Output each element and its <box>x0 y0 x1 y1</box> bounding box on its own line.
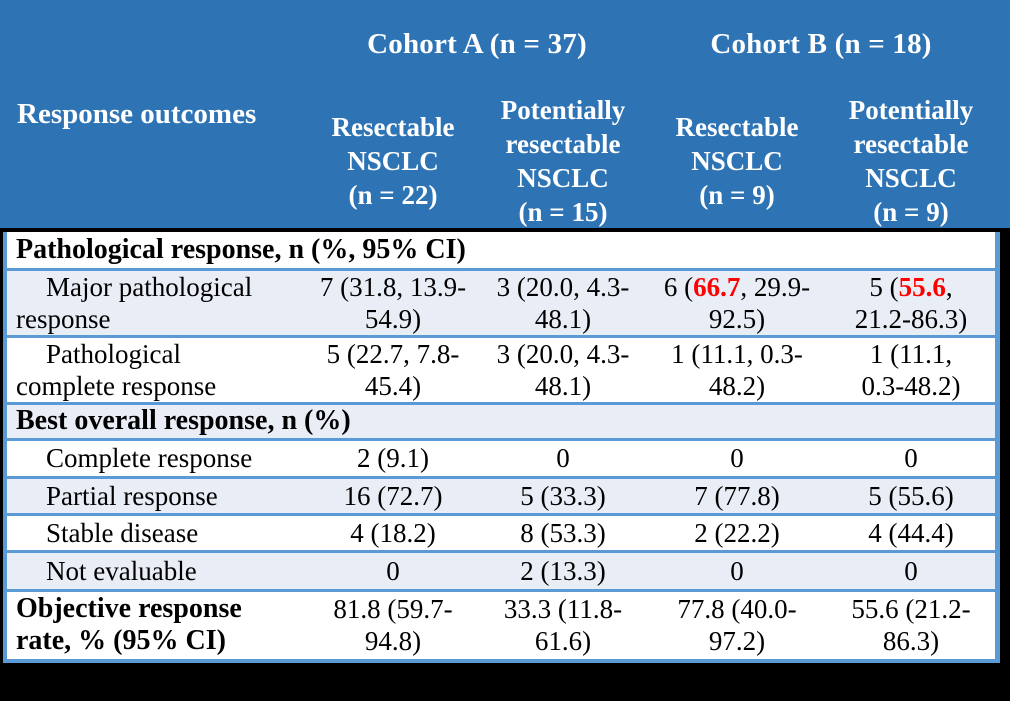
section-row-pathological-response: Pathological response, n (%, 95% CI) <box>7 232 995 271</box>
column-header-cohortB-resectable: Resectable NSCLC (n = 9) <box>675 112 799 210</box>
cell-orr-cohortA-potentially: 33.3 (11.8- 61.6) <box>503 594 623 657</box>
row-label-pcr: Pathological complete response <box>7 336 307 405</box>
cell-mpr-cohortA-potentially: 3 (20.0, 4.3- 48.1) <box>479 269 647 338</box>
table-body: Pathological response, n (%, 95% CI) Maj… <box>0 228 1000 663</box>
highlighted-value: 55.6 <box>898 271 946 302</box>
cell-text: , 29.9- 92.5) <box>708 271 811 334</box>
table-body-frame: Pathological response, n (%, 95% CI) Maj… <box>3 232 1000 663</box>
row-label-not-evaluable: Not evaluable <box>7 551 307 592</box>
column-header-cohortA-potentially-resectable: Potentially resectable NSCLC (n = 15) <box>500 95 626 227</box>
cell-ne-cohortA-resectable: 0 <box>307 551 479 592</box>
table-row-major-pathological-response: Major pathological response 7 (31.8, 13.… <box>7 269 995 338</box>
cell-cr-cohortB-potentially: 0 <box>827 439 995 479</box>
table-header: Cohort A (n = 37) Cohort B (n = 18) Resp… <box>0 0 1010 228</box>
cell-orr-cohortA-resectable: 81.8 (59.7- 94.8) <box>333 594 453 657</box>
cell-mpr-cohortA-resectable: 7 (31.8, 13.9- 54.9) <box>307 269 479 338</box>
highlighted-value: 66.7 <box>693 271 741 302</box>
table-row-complete-response: Complete response 2 (9.1) 0 0 0 <box>7 439 995 479</box>
cell-mpr-cohortB-resectable: 6 (66.7, 29.9- 92.5) <box>647 269 827 338</box>
section-row-best-overall-response: Best overall response, n (%) <box>7 403 995 441</box>
cell-pr-cohortA-potentially: 5 (33.3) <box>479 477 647 516</box>
cell-pcr-cohortB-resectable: 1 (11.1, 0.3- 48.2) <box>647 336 827 405</box>
row-label-orr: Objective response rate, % (95% CI) <box>16 593 242 657</box>
table-row-objective-response-rate: Objective response rate, % (95% CI) 81.8… <box>7 590 995 659</box>
cell-cr-cohortA-resectable: 2 (9.1) <box>307 439 479 479</box>
row-label-complete-response: Complete response <box>7 439 307 479</box>
response-outcomes-header: Response outcomes <box>17 98 257 130</box>
results-table: Pathological response, n (%, 95% CI) Maj… <box>7 232 995 659</box>
column-header-cohortB-potentially-resectable: Potentially resectable NSCLC (n = 9) <box>848 95 974 227</box>
cell-ne-cohortB-resectable: 0 <box>647 551 827 592</box>
table-row-partial-response: Partial response 16 (72.7) 5 (33.3) 7 (7… <box>7 477 995 516</box>
table-row-not-evaluable: Not evaluable 0 2 (13.3) 0 0 <box>7 551 995 592</box>
table-header-grid: Cohort A (n = 37) Cohort B (n = 18) Resp… <box>0 0 1010 228</box>
cell-sd-cohortB-resectable: 2 (22.2) <box>647 514 827 553</box>
cell-pr-cohortA-resectable: 16 (72.7) <box>307 477 479 516</box>
cell-mpr-cohortB-potentially: 5 (55.6, 21.2-86.3) <box>827 269 995 338</box>
table-row-pathological-complete-response: Pathological complete response 5 (22.7, … <box>7 336 995 405</box>
cell-pr-cohortB-potentially: 5 (55.6) <box>827 477 995 516</box>
cell-sd-cohortA-potentially: 8 (53.3) <box>479 514 647 553</box>
cell-sd-cohortA-resectable: 4 (18.2) <box>307 514 479 553</box>
cell-orr-cohortB-resectable: 77.8 (40.0- 97.2) <box>677 594 797 657</box>
cohort-a-header: Cohort A (n = 37) <box>367 27 587 60</box>
cell-pcr-cohortB-potentially: 1 (11.1, 0.3-48.2) <box>827 336 995 405</box>
cell-cr-cohortA-potentially: 0 <box>479 439 647 479</box>
cohort-b-header: Cohort B (n = 18) <box>710 27 932 60</box>
cell-text: , 21.2-86.3) <box>854 271 968 334</box>
row-label-stable-disease: Stable disease <box>7 514 307 553</box>
cell-sd-cohortB-potentially: 4 (44.4) <box>827 514 995 553</box>
cell-cr-cohortB-resectable: 0 <box>647 439 827 479</box>
cell-ne-cohortB-potentially: 0 <box>827 551 995 592</box>
cell-text: 5 ( <box>869 271 899 302</box>
cell-ne-cohortA-potentially: 2 (13.3) <box>479 551 647 592</box>
row-label-partial-response: Partial response <box>7 477 307 516</box>
section-header-best-overall-response: Best overall response, n (%) <box>7 403 995 441</box>
cell-pr-cohortB-resectable: 7 (77.8) <box>647 477 827 516</box>
cell-text: 6 ( <box>663 271 694 302</box>
row-label-mpr: Major pathological response <box>7 269 307 338</box>
cell-pcr-cohortA-resectable: 5 (22.7, 7.8- 45.4) <box>307 336 479 405</box>
column-header-cohortA-resectable: Resectable NSCLC (n = 22) <box>331 112 455 210</box>
cell-orr-cohortB-potentially: 55.6 (21.2- 86.3) <box>851 594 971 657</box>
table-row-stable-disease: Stable disease 4 (18.2) 8 (53.3) 2 (22.2… <box>7 514 995 553</box>
section-header-pathological-response: Pathological response, n (%, 95% CI) <box>7 232 995 271</box>
cell-pcr-cohortA-potentially: 3 (20.0, 4.3- 48.1) <box>479 336 647 405</box>
